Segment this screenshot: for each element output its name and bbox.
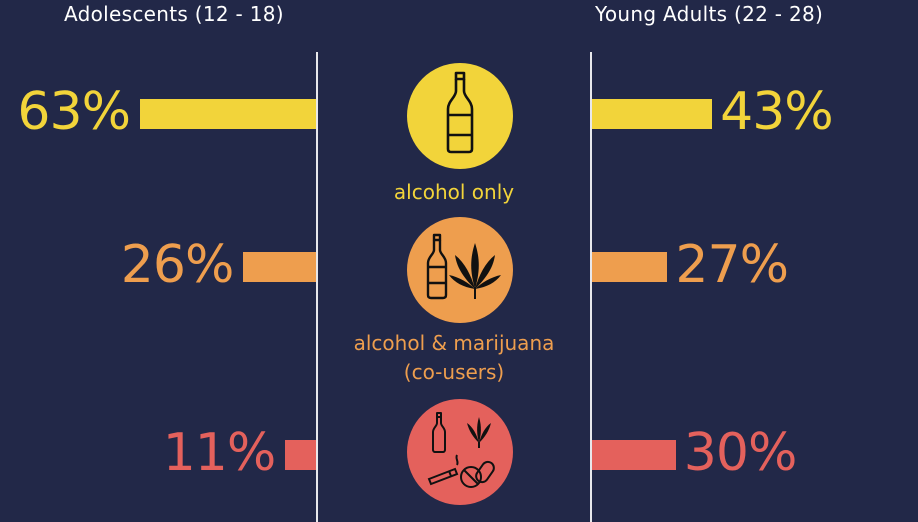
adolescents-pct-alcohol-only: 63% <box>17 82 131 142</box>
co-users-label-line2: (co-users) <box>403 360 505 384</box>
marijuana-leaf-icon <box>467 417 491 448</box>
young-adults-bar-co-users <box>592 252 668 282</box>
young-adults-pct-alcohol-only: 43% <box>720 82 834 142</box>
adolescents-pct-co-users: 26% <box>120 235 235 295</box>
bottle-icon <box>432 412 446 453</box>
poly-users-icon-circle <box>407 399 513 505</box>
young-adults-pct-co-users: 27% <box>675 235 789 295</box>
cigarette-icon <box>427 454 459 486</box>
left-axis-line <box>316 52 318 522</box>
co-users-label-line1: alcohol & marijuana <box>353 331 555 355</box>
young-adults-pct-poly-users: 30% <box>683 423 798 483</box>
right-axis-line <box>590 52 592 522</box>
young-adults-bar-alcohol-only <box>592 99 713 129</box>
adolescents-pct-poly-users: 11% <box>162 423 277 483</box>
alcohol-only-label: alcohol only <box>393 180 515 204</box>
marijuana-leaf-icon <box>449 243 501 299</box>
young-adults-bar-poly-users <box>592 440 676 470</box>
alcohol-only-icon-circle <box>407 63 513 169</box>
adolescents-bar-co-users <box>243 252 316 282</box>
bottle-icon <box>446 71 474 154</box>
co-users-icon-circle <box>407 217 513 323</box>
adolescents-group-label: Adolescents (12 - 18) <box>64 2 284 26</box>
young-adults-group-label: Young Adults (22 - 28) <box>595 2 824 26</box>
adolescents-bar-alcohol-only <box>140 99 316 129</box>
bottle-icon <box>426 233 448 300</box>
pills-icon <box>460 460 495 488</box>
adolescents-bar-poly-users <box>285 440 316 470</box>
